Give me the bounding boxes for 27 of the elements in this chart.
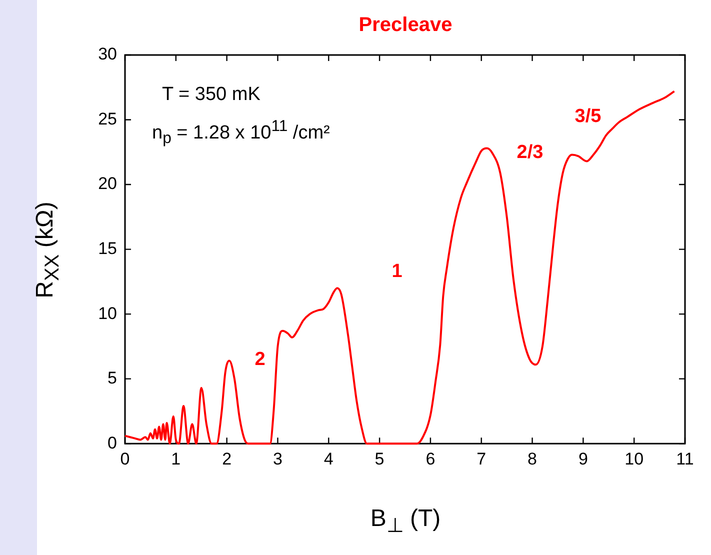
- y-tick-label: 0: [108, 433, 117, 452]
- y-tick-label: 25: [98, 109, 117, 128]
- x-tick-label: 0: [120, 449, 130, 468]
- x-tick-label: 7: [476, 449, 486, 468]
- y-tick-label: 10: [98, 304, 117, 323]
- chart-title: Precleave: [358, 14, 454, 37]
- y-tick-label: 30: [98, 44, 117, 64]
- annotation: 1: [392, 261, 402, 283]
- x-tick-label: 11: [676, 449, 694, 468]
- y-tick-label: 20: [98, 174, 117, 194]
- x-tick-label: 8: [528, 449, 538, 468]
- annotation: 2/3: [516, 142, 544, 164]
- annotation: 3/5: [574, 106, 602, 128]
- x-tick-label: 1: [171, 449, 181, 468]
- annotation: T = 350 mK: [162, 84, 260, 106]
- x-tick-label: 4: [324, 449, 334, 468]
- x-tick-label: 5: [374, 449, 384, 468]
- x-axis-title: B$_{⊥}$ (T): [369, 505, 442, 538]
- annotation: 2: [254, 349, 266, 371]
- x-tick-label: 6: [426, 449, 436, 468]
- annotation: n$_{p}$ = 1.28 x 10$^{11}$ /cm²: [152, 118, 330, 148]
- x-tick-label: 10: [624, 449, 644, 468]
- y-tick-label: 5: [108, 368, 117, 388]
- y-tick-label: 15: [98, 238, 117, 258]
- x-tick-label: 3: [272, 449, 282, 468]
- x-tick-label: 2: [222, 449, 232, 468]
- x-tick-label: 9: [578, 449, 588, 468]
